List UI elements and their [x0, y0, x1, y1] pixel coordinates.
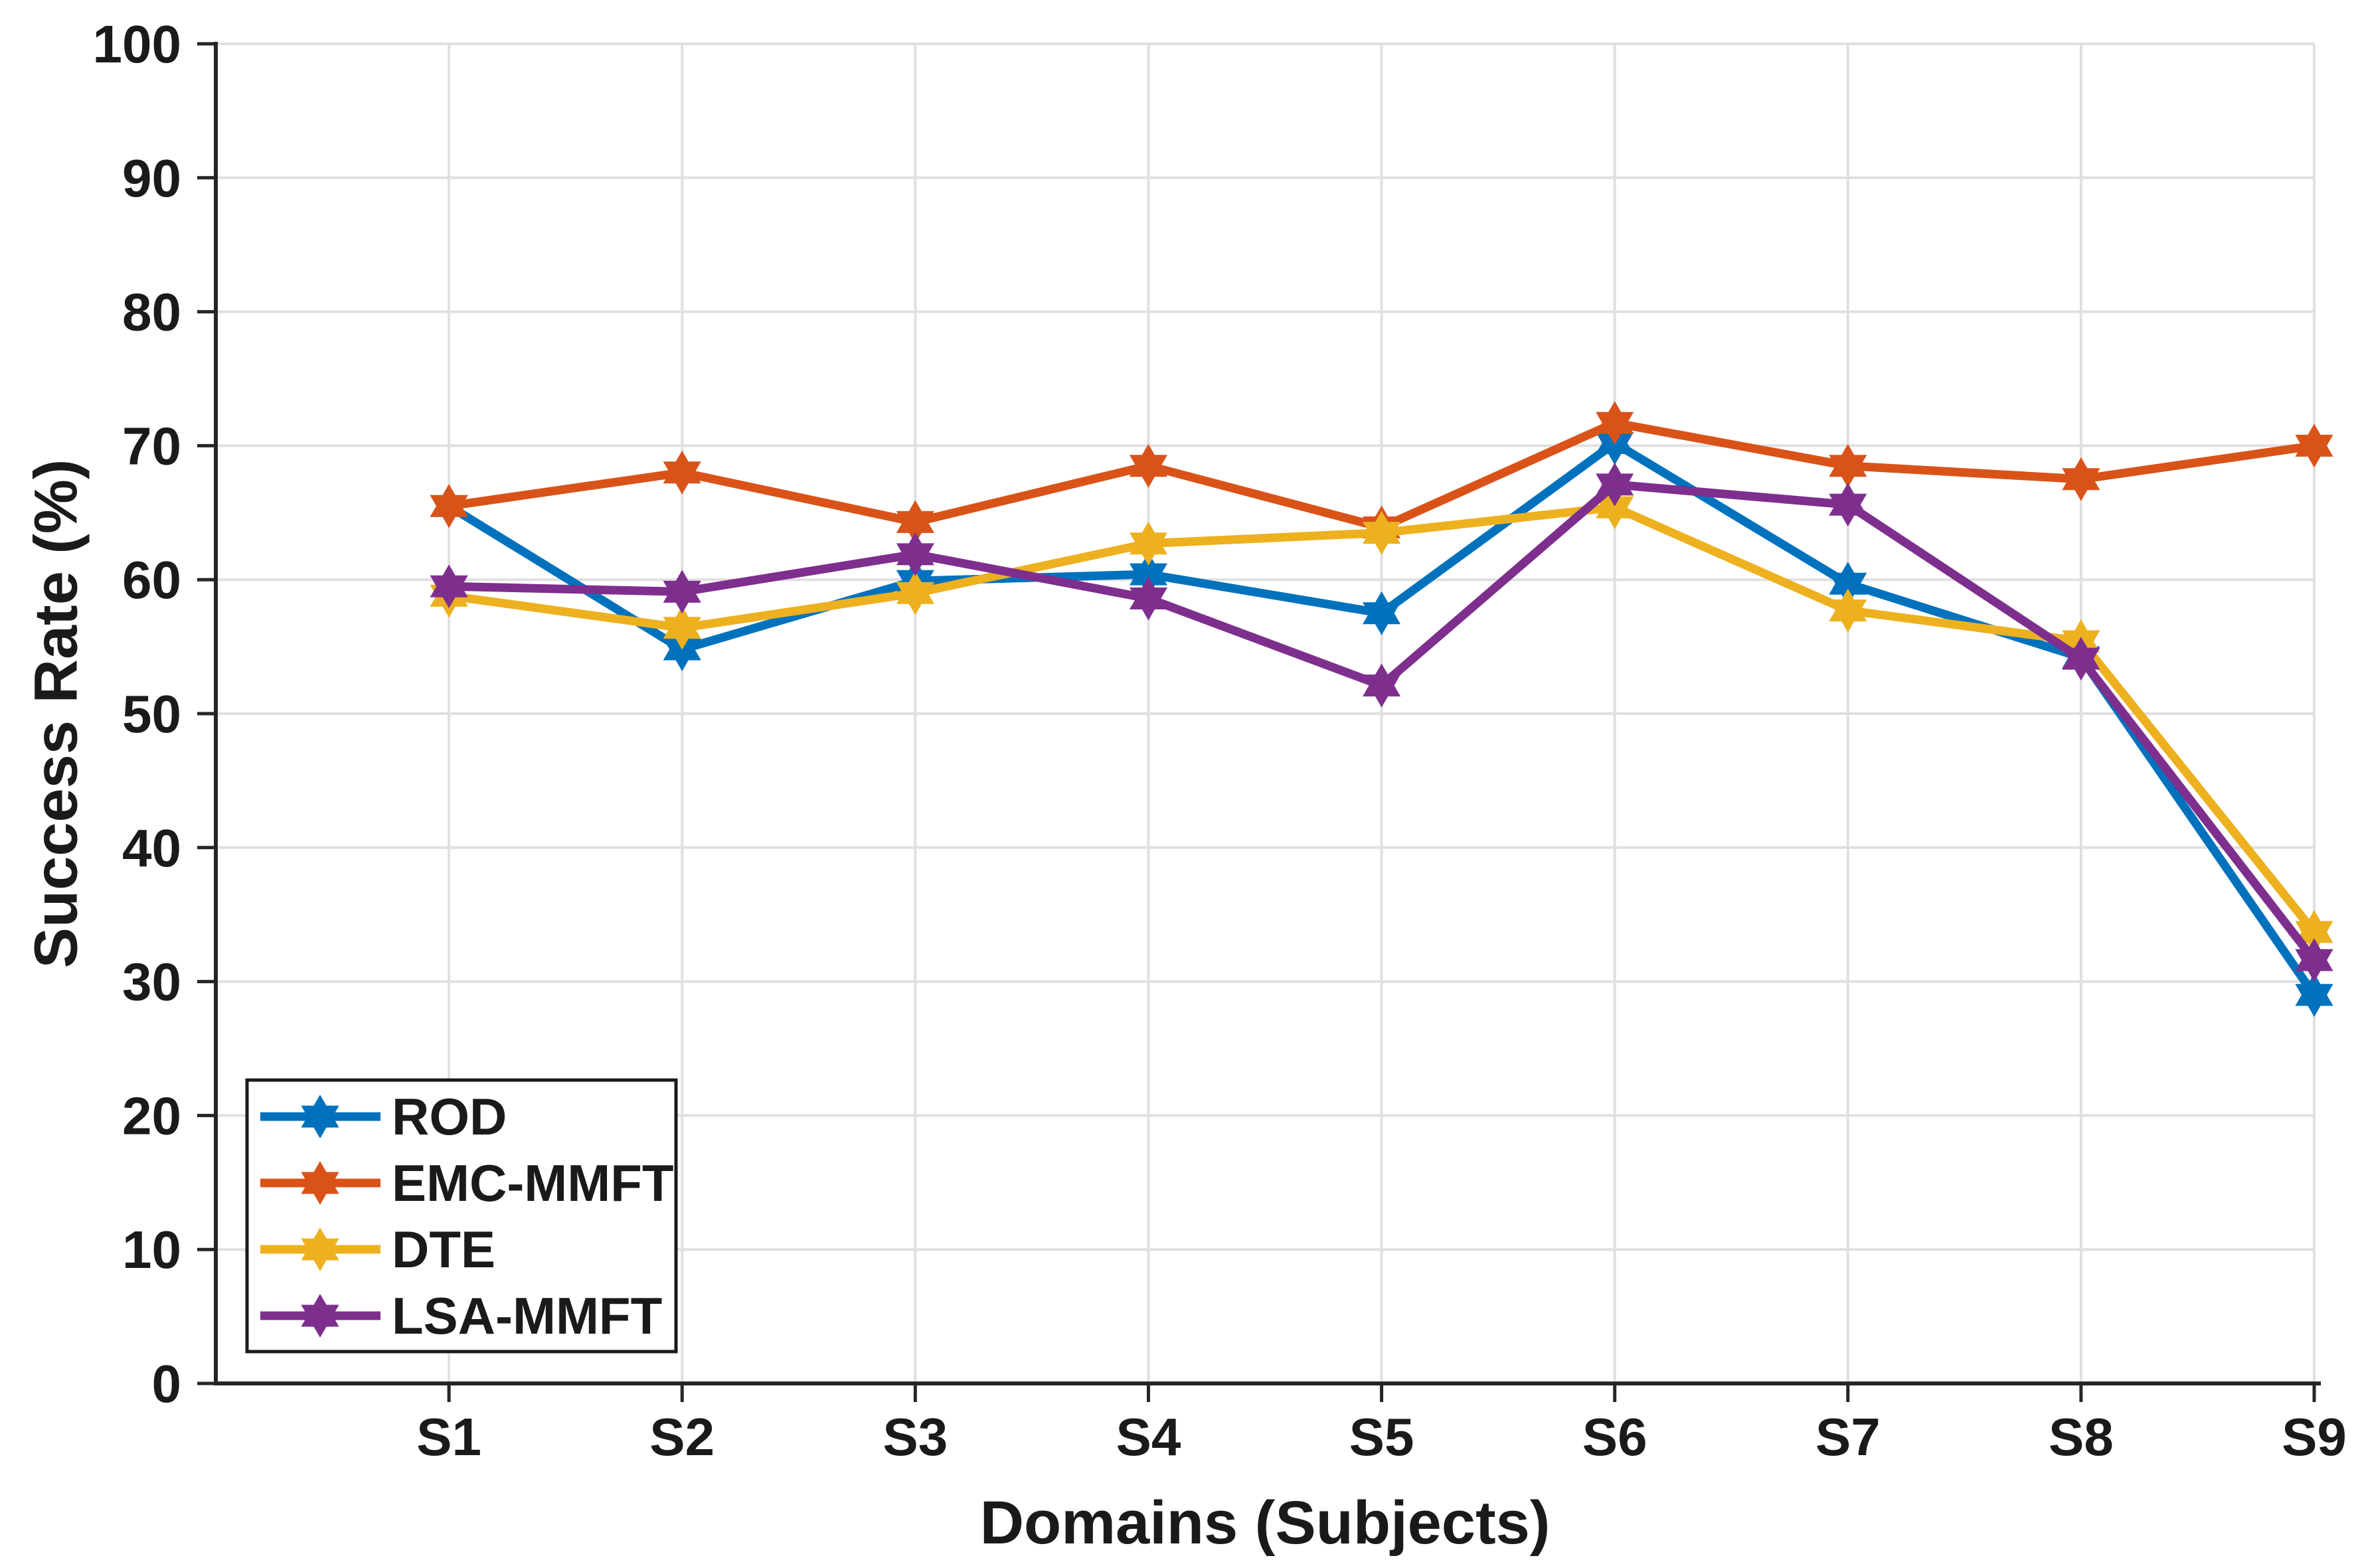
y-tick-label: 60 — [122, 550, 181, 609]
marker-EMC-MMFT-S1 — [430, 484, 468, 528]
y-tick-label: 50 — [122, 684, 181, 744]
marker-ROD-S7 — [1829, 562, 1867, 606]
marker-DTE-S7 — [1829, 588, 1867, 633]
marker-ROD-S5 — [1363, 591, 1401, 635]
x-tick-label: S4 — [1116, 1407, 1181, 1466]
y-tick-label: 30 — [122, 953, 181, 1012]
axes — [197, 42, 2321, 1402]
marker-ROD-S9 — [2295, 973, 2333, 1017]
y-tick-label: 20 — [122, 1086, 181, 1145]
legend-marker-EMC-MMFT — [301, 1161, 339, 1205]
marker-LSA-MMFT-S1 — [430, 564, 468, 609]
x-tick-label: S6 — [1582, 1407, 1647, 1466]
legend-label-EMC-MMFT: EMC-MMFT — [392, 1154, 674, 1212]
marker-LSA-MMFT-S2 — [663, 570, 701, 614]
y-axis-label: Success Rate (%) — [22, 459, 90, 969]
legend-label-LSA-MMFT: LSA-MMFT — [392, 1287, 662, 1345]
marker-ROD-S4 — [1129, 552, 1167, 597]
legend-item-ROD: ROD — [260, 1087, 507, 1146]
x-tick-label: S2 — [649, 1407, 715, 1466]
y-tick-label: 10 — [122, 1220, 181, 1279]
marker-DTE-S4 — [1129, 521, 1167, 566]
marker-EMC-MMFT-S9 — [2295, 424, 2333, 468]
legend-marker-LSA-MMFT — [301, 1294, 339, 1338]
x-tick-label: S5 — [1349, 1407, 1414, 1466]
marker-EMC-MMFT-S3 — [896, 500, 934, 544]
marker-LSA-MMFT-S6 — [1596, 462, 1634, 507]
marker-DTE-S3 — [896, 571, 934, 615]
legend-item-DTE: DTE — [260, 1220, 495, 1279]
legend-item-EMC-MMFT: EMC-MMFT — [260, 1154, 674, 1212]
legend-item-LSA-MMFT: LSA-MMFT — [260, 1287, 662, 1345]
y-tick-label: 40 — [122, 819, 181, 878]
y-tick-label: 90 — [122, 149, 181, 208]
y-tick-label: 100 — [93, 15, 181, 74]
y-tick-label: 80 — [122, 283, 181, 342]
marker-LSA-MMFT-S8 — [2062, 637, 2100, 681]
series-LSA-MMFT — [430, 462, 2333, 982]
y-tick-label: 70 — [122, 416, 181, 475]
legend: ROD EMC-MMFT DTE LSA-MMFT — [245, 1078, 678, 1354]
marker-DTE-S5 — [1363, 510, 1401, 555]
marker-LSA-MMFT-S4 — [1129, 576, 1167, 621]
legend-marker-ROD — [301, 1095, 339, 1138]
legend-label-ROD: ROD — [392, 1087, 507, 1146]
marker-EMC-MMFT-S4 — [1129, 443, 1167, 488]
marker-LSA-MMFT-S7 — [1829, 483, 1867, 527]
y-tick-label: 0 — [152, 1354, 182, 1413]
marker-LSA-MMFT-S3 — [896, 532, 934, 576]
marker-LSA-MMFT-S9 — [2295, 938, 2333, 982]
marker-EMC-MMFT-S2 — [663, 450, 701, 495]
x-tick-label: S1 — [416, 1407, 481, 1466]
legend-label-DTE: DTE — [392, 1220, 495, 1279]
marker-LSA-MMFT-S5 — [1363, 663, 1401, 708]
x-tick-label: S9 — [2282, 1407, 2347, 1466]
marker-EMC-MMFT-S8 — [2062, 457, 2100, 501]
x-tick-label: S8 — [2049, 1407, 2114, 1466]
marker-DTE-S2 — [663, 605, 701, 650]
x-tick-label: S3 — [883, 1407, 948, 1466]
x-tick-label: S7 — [1815, 1407, 1881, 1466]
tick-labels: 0 10 20 30 40 50 60 70 80 90 100 S1 S2 S3 S4 S5 S6 S7 S8 S9 — [93, 15, 2347, 1466]
marker-EMC-MMFT-S6 — [1596, 401, 1634, 445]
legend-marker-DTE — [301, 1227, 339, 1271]
x-axis-label: Domains (Subjects) — [979, 1489, 1551, 1557]
marker-EMC-MMFT-S7 — [1829, 443, 1867, 488]
